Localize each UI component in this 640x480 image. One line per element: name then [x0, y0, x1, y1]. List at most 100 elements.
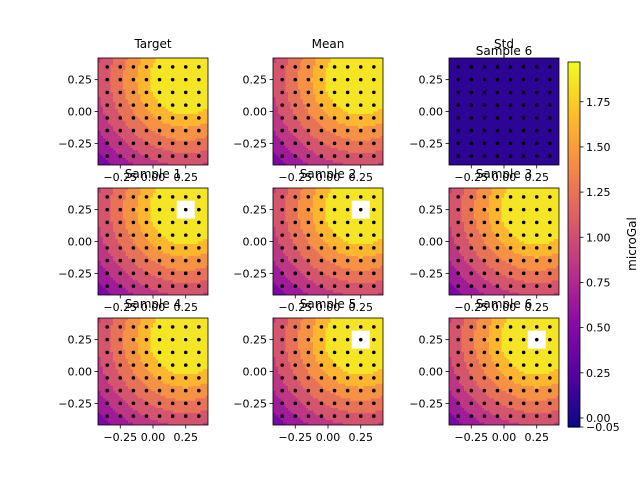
contour-cell — [193, 140, 197, 144]
contour-cell — [205, 116, 208, 120]
contour-cell — [298, 111, 302, 115]
contour-cell — [110, 147, 114, 152]
contour-cell — [370, 75, 374, 79]
contour-cell — [175, 101, 179, 105]
contour-cell — [135, 116, 139, 120]
contour-cell — [140, 265, 144, 269]
contour-cell — [135, 265, 139, 269]
contour-cell — [335, 104, 339, 108]
contour-cell — [168, 152, 172, 156]
contour-cell — [365, 157, 369, 161]
contour-cell — [140, 231, 144, 235]
contour-cell — [330, 126, 334, 130]
contour-cell — [103, 111, 107, 115]
contour-cell — [315, 87, 319, 91]
contour-cell — [183, 82, 187, 86]
contour-cell — [125, 231, 129, 235]
contour-cell — [310, 87, 314, 91]
contour-cell — [315, 145, 319, 149]
contour-cell — [325, 60, 329, 64]
contour-cell — [355, 70, 359, 74]
contour-cell — [115, 135, 119, 139]
contour-cell — [133, 268, 137, 272]
contour-cell — [115, 147, 119, 152]
contour-cell — [110, 200, 114, 204]
contour-cell — [140, 241, 144, 245]
contour-cell — [288, 84, 292, 88]
contour-cell — [120, 128, 124, 132]
contour-cell — [328, 106, 332, 110]
contour-cell — [193, 145, 197, 149]
contour-cell — [120, 226, 124, 230]
contour-cell — [123, 280, 127, 284]
contour-cell — [340, 70, 344, 74]
contour-cell — [365, 79, 369, 83]
contour-cell — [123, 67, 127, 71]
contour-cell — [205, 113, 208, 117]
contour-cell — [100, 99, 104, 103]
contour-cell — [363, 133, 367, 137]
contour-cell — [130, 58, 134, 62]
contour-cell — [150, 92, 154, 96]
contour-cell — [293, 101, 297, 105]
contour-cell — [175, 75, 179, 79]
contour-cell — [110, 162, 114, 165]
contour-cell — [113, 60, 117, 64]
contour-cell — [118, 190, 122, 194]
contour-cell — [155, 58, 159, 62]
contour-cell — [123, 188, 127, 192]
contour-cell — [293, 160, 297, 164]
contour-cell — [280, 135, 284, 139]
contour-cell — [140, 147, 144, 152]
contour-cell — [110, 67, 114, 71]
contour-cell — [318, 143, 322, 147]
contour-cell — [305, 62, 309, 66]
contour-cell — [193, 104, 197, 108]
contour-cell — [205, 162, 208, 165]
sensor-point — [508, 116, 513, 120]
contour-cell — [325, 104, 329, 108]
contour-cell — [193, 123, 197, 127]
contour-cell — [298, 128, 302, 132]
contour-cell — [348, 65, 352, 69]
contour-cell — [370, 113, 374, 117]
contour-cell — [123, 192, 127, 196]
contour-cell — [123, 270, 127, 274]
contour-cell — [133, 263, 137, 267]
contour-cell — [150, 99, 154, 103]
contour-cell — [358, 121, 362, 125]
contour-cell — [373, 160, 377, 164]
contour-cell — [140, 111, 144, 115]
contour-cell — [315, 138, 319, 142]
contour-cell — [98, 130, 102, 134]
contour-cell — [205, 106, 208, 110]
contour-cell — [140, 188, 144, 192]
contour-cell — [143, 234, 147, 238]
contour-cell — [108, 190, 112, 194]
contour-cell — [200, 99, 204, 103]
sensor-point — [157, 128, 162, 133]
contour-cell — [303, 126, 307, 130]
contour-cell — [110, 150, 114, 154]
contour-cell — [190, 94, 194, 98]
contour-cell — [108, 248, 112, 252]
contour-cell — [110, 70, 114, 74]
contour-cell — [173, 58, 177, 62]
contour-cell — [203, 72, 207, 76]
contour-cell — [105, 162, 109, 165]
contour-cell — [318, 118, 322, 122]
contour-cell — [205, 109, 208, 113]
contour-cell — [148, 143, 152, 147]
contour-cell — [158, 109, 162, 113]
contour-cell — [100, 258, 104, 262]
contour-cell — [195, 77, 199, 81]
contour-cell — [195, 150, 199, 154]
contour-cell — [298, 94, 302, 98]
contour-cell — [333, 145, 337, 149]
contour-cell — [323, 140, 327, 144]
contour-cell — [350, 162, 354, 165]
contour-cell — [370, 99, 374, 103]
contour-cell — [343, 75, 347, 79]
contour-cell — [108, 258, 112, 262]
contour-cell — [278, 116, 282, 120]
